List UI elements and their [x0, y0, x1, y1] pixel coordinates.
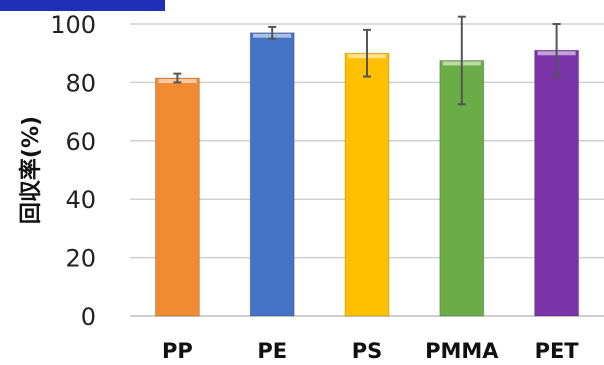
x-tick-label: PET [535, 339, 580, 363]
x-tick-label: PMMA [425, 339, 499, 363]
y-tick-label: 40 [65, 186, 96, 214]
bars [154, 32, 580, 317]
y-tick-label: 100 [50, 11, 96, 39]
y-tick-label: 80 [65, 69, 96, 97]
y-tick-label: 0 [81, 303, 96, 331]
error-bars [173, 15, 561, 106]
x-tick-label: PP [162, 339, 193, 363]
bar [154, 77, 200, 317]
x-tick-label: PS [352, 339, 383, 363]
y-tick-label: 60 [65, 128, 96, 156]
bar [249, 32, 295, 317]
x-tick-label: PE [257, 339, 287, 363]
y-tick-label: 20 [65, 245, 96, 273]
gridlines [130, 23, 604, 317]
y-axis-label: 回収率(%) [18, 116, 44, 224]
bar [534, 49, 580, 317]
y-tick-labels: 0 20 40 60 80 100 [50, 11, 96, 331]
bar [344, 52, 390, 317]
x-tick-labels: PP PE PS PMMA PET [162, 339, 579, 363]
corner-mark [0, 0, 165, 11]
